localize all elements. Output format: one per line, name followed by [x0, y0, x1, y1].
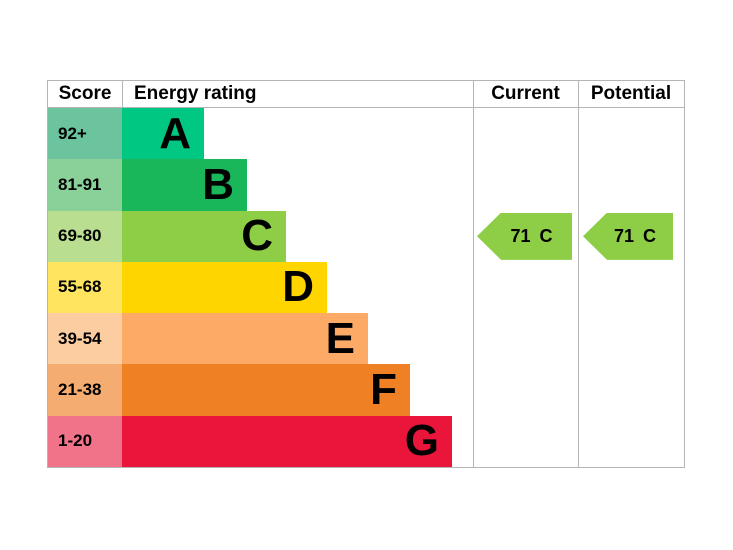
potential-rating-band: C [643, 225, 657, 246]
potential-rating-value: 71 [613, 225, 635, 246]
score-range-e: 39-54 [48, 313, 122, 365]
band-row-c: 69-80 C [48, 210, 473, 262]
current-rating-arrow: 71 C [477, 212, 572, 260]
band-letter: E [325, 313, 355, 363]
band-bar-c: C [122, 210, 286, 262]
score-range-a: 92+ [48, 108, 122, 160]
rating-bands: 92+ A 81-91 B 69-80 C 55-68 D 39-54 E 21-38 F 1-20 G [48, 108, 473, 467]
score-range-f: 21-38 [48, 364, 122, 416]
potential-header: Potential [590, 83, 672, 104]
band-letter: B [202, 159, 234, 209]
potential-column-divider [578, 81, 579, 467]
band-bar-d: D [122, 261, 327, 314]
band-letter: D [282, 262, 314, 312]
current-column-divider [473, 81, 474, 467]
current-rating-band: C [539, 225, 553, 246]
current-rating-value: 71 [510, 225, 531, 246]
band-bar-a: A [122, 108, 204, 160]
score-range-b: 81-91 [48, 159, 122, 211]
band-row-e: 39-54 E [48, 313, 473, 365]
score-header: Score [58, 83, 112, 104]
energy-rating-header: Energy rating [134, 83, 257, 104]
header-divider [48, 107, 684, 108]
band-letter: C [241, 211, 273, 261]
band-row-g: 1-20 G [48, 415, 473, 467]
epc-table: Score Energy rating Current Potential 92… [47, 80, 685, 468]
score-column-divider [122, 81, 123, 107]
potential-rating-arrow: 71 C [583, 212, 673, 260]
band-row-b: 81-91 B [48, 159, 473, 211]
score-range-c: 69-80 [48, 210, 122, 262]
band-row-f: 21-38 F [48, 364, 473, 416]
band-bar-b: B [122, 159, 247, 211]
score-range-g: 1-20 [48, 415, 122, 467]
band-row-d: 55-68 D [48, 261, 473, 314]
score-range-d: 55-68 [48, 261, 122, 314]
current-header: Current [491, 83, 560, 104]
band-letter: A [159, 108, 191, 158]
table-header: Score Energy rating Current Potential [48, 81, 684, 107]
band-row-a: 92+ A [48, 108, 473, 160]
band-bar-f: F [122, 364, 410, 416]
band-letter: F [370, 365, 397, 415]
band-bar-e: E [122, 313, 368, 365]
band-bar-g: G [122, 415, 452, 467]
band-letter: G [404, 416, 439, 466]
